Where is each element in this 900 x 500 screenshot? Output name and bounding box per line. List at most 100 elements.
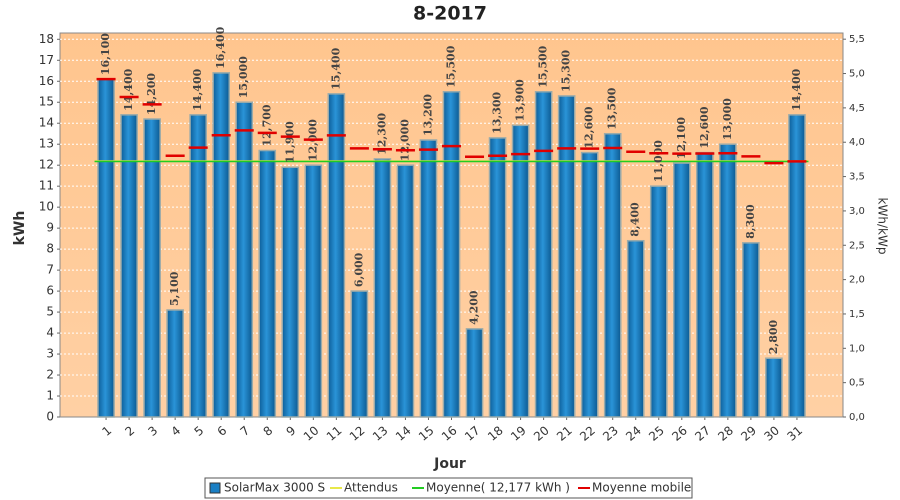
bar (557, 95, 576, 418)
y-tick-label: 15 (39, 95, 54, 109)
bar (626, 239, 645, 418)
value-label: 16,100 (99, 33, 112, 75)
value-label: 11,900 (283, 121, 296, 163)
x-tick-label: 13 (370, 423, 391, 444)
value-label: 12,300 (375, 112, 388, 154)
x-tick-label: 14 (393, 423, 414, 444)
value-label: 12,100 (675, 117, 688, 159)
bar (166, 309, 184, 418)
bar (649, 185, 668, 418)
bar (120, 114, 138, 418)
bar (327, 93, 346, 418)
y-tick-label: 17 (39, 53, 54, 67)
bar (419, 139, 438, 418)
x-tick-label: 12 (347, 423, 368, 444)
y-tick-label: 9 (46, 221, 54, 235)
value-label: 13,200 (421, 94, 434, 136)
legend-label: Attendus (344, 481, 398, 495)
bar (396, 164, 415, 418)
y2-tick-label: 1,5 (849, 309, 865, 320)
value-label: 14,400 (790, 68, 803, 110)
value-label: 14,400 (191, 68, 204, 110)
y-tick-label: 14 (39, 116, 54, 130)
bar (534, 91, 553, 418)
y-tick-label: 11 (39, 179, 54, 193)
x-tick-label: 6 (215, 423, 230, 439)
x-tick-label: 16 (439, 423, 460, 444)
y2-tick-label: 4,0 (849, 137, 865, 148)
y-tick-label: 5 (46, 305, 54, 319)
x-tick-label: 24 (623, 423, 644, 444)
bar (258, 149, 277, 418)
bar (580, 151, 599, 418)
value-label: 13,900 (514, 79, 527, 121)
x-tick-label: 29 (738, 423, 759, 444)
y-tick-label: 18 (39, 32, 54, 46)
y-tick-label: 0 (46, 410, 54, 424)
value-label: 11,000 (652, 140, 665, 182)
value-label: 15,400 (329, 47, 342, 89)
bar (672, 162, 691, 418)
x-tick-label: 15 (416, 423, 437, 444)
y2-tick-label: 5,5 (849, 34, 865, 45)
x-tick-label: 18 (485, 423, 506, 444)
value-label: 12,600 (583, 106, 596, 148)
y2-tick-label: 3,0 (849, 206, 865, 217)
bar (465, 328, 484, 418)
x-tick-label: 21 (554, 423, 575, 444)
value-label: 14,400 (122, 68, 135, 110)
value-label: 6,000 (352, 252, 365, 287)
y-tick-label: 1 (46, 389, 54, 403)
y-tick-label: 3 (46, 347, 54, 361)
value-label: 12,600 (698, 106, 711, 148)
x-tick-label: 5 (192, 423, 207, 439)
y-tick-label: 10 (39, 200, 54, 214)
chart-title: 8-2017 (413, 3, 487, 25)
x-tick-label: 2 (122, 423, 137, 439)
legend-label: Moyenne mobile (592, 481, 691, 495)
x-tick-label: 7 (238, 423, 253, 439)
bar (511, 124, 530, 418)
x-tick-label: 3 (145, 423, 160, 439)
x-tick-label: 31 (784, 423, 805, 444)
bar (696, 151, 714, 418)
bar (281, 166, 300, 418)
value-label: 2,800 (767, 319, 780, 354)
x-tick-label: 8 (261, 423, 276, 439)
bar (488, 137, 507, 418)
y-tick-label: 2 (46, 368, 54, 382)
y2-tick-label: 0,5 (849, 378, 865, 389)
x-tick-label: 11 (324, 423, 345, 444)
y-tick-label: 13 (39, 137, 54, 151)
value-label: 15,500 (445, 45, 458, 87)
bar (350, 290, 369, 418)
bar (719, 143, 737, 418)
y2-tick-label: 1,0 (849, 343, 865, 354)
value-label: 13,300 (491, 91, 504, 133)
y-tick-label: 16 (39, 74, 54, 88)
y-tick-label: 6 (46, 284, 54, 298)
x-tick-label: 22 (577, 423, 598, 444)
x-tick-label: 10 (301, 423, 322, 444)
value-label: 8,400 (629, 202, 642, 237)
legend-label: SolarMax 3000 S (224, 481, 325, 495)
y2-tick-label: 5,0 (849, 69, 865, 80)
x-tick-label: 1 (99, 423, 114, 439)
y2-tick-label: 2,0 (849, 275, 865, 286)
bar (189, 114, 207, 418)
y2-tick-label: 3,5 (849, 172, 865, 183)
bar (304, 164, 323, 418)
y-tick-label: 7 (46, 263, 54, 277)
y2-tick-label: 0,0 (849, 412, 865, 423)
bar (442, 91, 461, 418)
bar (373, 158, 392, 418)
bar (742, 242, 760, 418)
y2-tick-label: 2,5 (849, 240, 865, 251)
legend (204, 477, 693, 499)
value-label: 13,500 (606, 87, 619, 129)
bar (97, 78, 115, 418)
x-tick-label: 17 (462, 423, 483, 444)
x-tick-label: 30 (761, 423, 782, 444)
x-tick-label: 20 (531, 423, 552, 444)
